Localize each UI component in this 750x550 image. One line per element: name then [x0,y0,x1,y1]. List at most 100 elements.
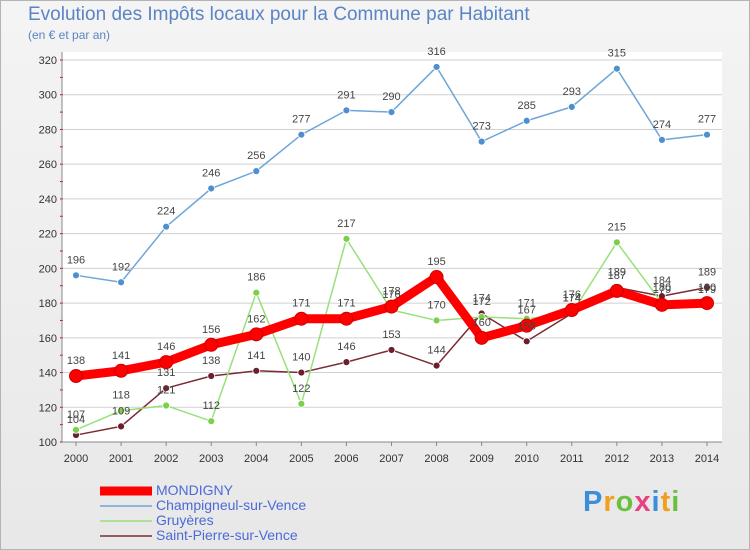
data-point [252,366,261,375]
data-point [474,330,489,345]
legend-item-mondigny[interactable]: MONDIGNY [100,483,306,498]
y-tick-label: 260 [39,159,57,171]
data-label: 144 [427,345,445,357]
data-label: 158 [518,320,536,332]
data-label: 178 [382,286,400,298]
data-label: 141 [247,350,265,362]
data-point [609,283,624,298]
data-point [519,318,534,333]
x-tick-label: 2007 [379,453,403,465]
legend-label-champigneul: Champigneul-sur-Vence [156,497,307,513]
x-tick-label: 2005 [289,453,313,465]
x-tick-label: 2010 [514,453,538,465]
data-point [249,327,264,342]
data-point [567,102,576,111]
data-label: 224 [157,206,175,218]
y-tick-label: 100 [39,437,57,449]
data-point [703,130,711,139]
data-label: 112 [202,400,220,412]
brand-logo: Proxiti [583,486,680,519]
brand-letter: i [671,486,681,518]
data-label: 146 [157,341,175,353]
data-label: 153 [382,329,400,341]
legend-item-champigneul[interactable]: Champigneul-sur-Vence [100,498,306,513]
data-point [339,311,354,326]
data-label: 174 [472,293,490,305]
legend-swatch-gruyeres [100,519,152,522]
data-point [114,363,129,378]
data-point [342,234,351,243]
y-tick-label: 140 [39,368,57,380]
legend-label-saint-pierre: Saint-Pierre-sur-Vence [156,527,298,543]
legend-item-gruyeres[interactable]: Gruyères [100,513,306,528]
x-tick-label: 2002 [154,453,178,465]
data-point [658,135,666,144]
data-label: 160 [472,317,490,329]
data-label: 174 [563,293,581,305]
legend: MONDIGNY Champigneul-sur-Vence Gruyères … [100,483,306,543]
data-label: 131 [157,367,175,379]
data-point [564,303,579,318]
data-point [162,384,171,393]
brand-letter: x [634,486,652,518]
data-point [207,184,216,193]
data-label: 217 [337,218,355,230]
data-point [384,299,399,314]
y-tick-label: 180 [39,298,57,310]
legend-label-gruyeres: Gruyères [156,512,214,528]
y-tick-label: 240 [39,194,57,206]
data-label: 187 [608,270,626,282]
data-point [117,422,125,431]
data-label: 192 [112,261,130,273]
y-tick-label: 320 [39,55,57,67]
data-label: 170 [427,299,445,311]
data-label: 171 [518,298,536,310]
data-label: 179 [653,284,671,296]
data-label: 246 [202,167,220,179]
plot-area [62,52,722,442]
legend-label-mondigny: MONDIGNY [156,482,233,498]
data-label: 171 [337,298,355,310]
data-label: 156 [202,324,220,336]
data-point [342,106,351,115]
data-label: 274 [653,119,671,131]
data-point [387,108,396,116]
data-label: 176 [563,289,581,301]
data-point [432,316,441,325]
x-tick-label: 2000 [64,453,88,465]
brand-letter: t [660,486,672,518]
data-label: 179 [698,284,716,296]
data-point [162,401,171,410]
data-label: 107 [67,409,85,421]
x-tick-label: 2011 [560,453,584,465]
data-point [207,417,216,426]
data-label: 171 [292,298,310,310]
data-label: 109 [112,405,130,417]
chart-subtitle: (en € et par an) [28,28,111,42]
legend-swatch-champigneul [100,504,152,507]
data-point [477,137,486,146]
y-tick-label: 280 [39,124,57,136]
data-point [297,368,306,377]
brand-letter: o [615,486,635,518]
data-label: 118 [112,390,130,402]
data-point [432,361,441,370]
chart-title: Evolution des Impôts locaux pour la Comm… [28,4,530,25]
data-label: 162 [247,313,265,325]
y-tick-label: 220 [39,229,57,241]
x-tick-label: 2014 [695,453,719,465]
data-point [252,288,261,297]
legend-item-saint-pierre[interactable]: Saint-Pierre-sur-Vence [100,528,306,543]
data-label: 180 [698,282,716,294]
data-label: 186 [247,272,265,284]
data-label: 256 [247,150,265,162]
data-label: 293 [563,86,581,98]
data-label: 172 [472,296,490,308]
data-point [162,222,171,231]
data-point [204,337,219,352]
data-label: 184 [653,275,671,287]
data-point [69,369,83,384]
data-point [72,271,80,280]
data-label: 146 [337,341,355,353]
data-label: 277 [292,114,310,126]
